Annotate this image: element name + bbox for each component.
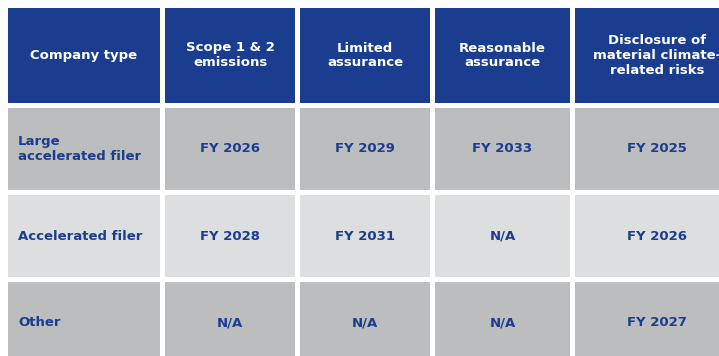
Text: FY 2031: FY 2031 — [335, 230, 395, 242]
FancyBboxPatch shape — [165, 8, 295, 103]
Text: FY 2033: FY 2033 — [472, 142, 533, 156]
FancyBboxPatch shape — [165, 195, 295, 277]
Text: Accelerated filer: Accelerated filer — [18, 230, 142, 242]
Text: FY 2026: FY 2026 — [200, 142, 260, 156]
Text: Other: Other — [18, 316, 60, 330]
Text: Company type: Company type — [30, 49, 137, 62]
FancyBboxPatch shape — [8, 195, 160, 277]
Text: FY 2027: FY 2027 — [627, 316, 687, 330]
Text: Large
accelerated filer: Large accelerated filer — [18, 135, 141, 163]
Text: Reasonable
assurance: Reasonable assurance — [459, 42, 546, 69]
Text: Disclosure of
material climate-
related risks: Disclosure of material climate- related … — [593, 34, 719, 77]
FancyBboxPatch shape — [435, 282, 570, 356]
Text: N/A: N/A — [217, 316, 243, 330]
FancyBboxPatch shape — [575, 282, 719, 356]
FancyBboxPatch shape — [575, 108, 719, 190]
FancyBboxPatch shape — [8, 8, 160, 103]
Text: FY 2028: FY 2028 — [200, 230, 260, 242]
FancyBboxPatch shape — [435, 195, 570, 277]
FancyBboxPatch shape — [300, 282, 430, 356]
FancyBboxPatch shape — [300, 195, 430, 277]
FancyBboxPatch shape — [575, 8, 719, 103]
FancyBboxPatch shape — [8, 108, 160, 190]
FancyBboxPatch shape — [575, 195, 719, 277]
Text: FY 2025: FY 2025 — [627, 142, 687, 156]
Text: N/A: N/A — [352, 316, 378, 330]
FancyBboxPatch shape — [300, 8, 430, 103]
FancyBboxPatch shape — [435, 108, 570, 190]
FancyBboxPatch shape — [8, 282, 160, 356]
Text: N/A: N/A — [490, 316, 516, 330]
FancyBboxPatch shape — [300, 108, 430, 190]
Text: N/A: N/A — [490, 230, 516, 242]
FancyBboxPatch shape — [435, 8, 570, 103]
Text: FY 2029: FY 2029 — [335, 142, 395, 156]
Text: Scope 1 & 2
emissions: Scope 1 & 2 emissions — [186, 42, 275, 69]
Text: FY 2026: FY 2026 — [627, 230, 687, 242]
Text: Limited
assurance: Limited assurance — [327, 42, 403, 69]
FancyBboxPatch shape — [165, 108, 295, 190]
FancyBboxPatch shape — [165, 282, 295, 356]
